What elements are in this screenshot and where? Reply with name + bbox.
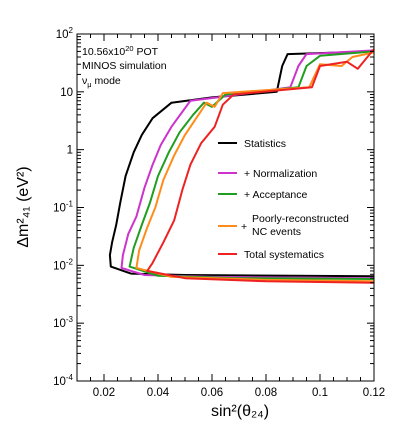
legend-label-acceptance: + Acceptance (244, 189, 307, 201)
y-tick-label: 102 (56, 26, 74, 41)
legend-label-normalization: + Normalization (244, 168, 317, 180)
curves-layer (108, 48, 375, 284)
legend-label-total: Total systematics (244, 249, 324, 261)
x-tick-label: 0.08 (255, 387, 277, 399)
annotation-pot: 10.56x1020 POT (82, 44, 159, 58)
legend: Statistics + Normalization + Acceptance … (218, 138, 349, 261)
y-tick-label: 10-3 (53, 315, 73, 330)
legend-label-nc-plus: + (241, 221, 247, 233)
x-axis-title: sin²(θ₂₄) (211, 403, 269, 420)
legend-label-nc-line2: NC events (252, 226, 301, 238)
y-tick-label: 10-4 (53, 373, 73, 388)
series-line-0 (108, 50, 375, 278)
y-axis-title: Δm²₄₁ (eV²) (15, 166, 32, 247)
legend-label-statistics: Statistics (244, 138, 286, 150)
x-tick-label: 0.04 (147, 387, 170, 399)
x-tick-label: 0.06 (201, 387, 223, 399)
x-tick-label: 0.1 (312, 387, 328, 399)
x-tick-label: 0.02 (93, 387, 115, 399)
y-tick-label: 10-1 (53, 200, 73, 215)
series-line-1 (120, 49, 375, 280)
y-tick-label: 1 (67, 145, 73, 157)
ticks-layer: 0.02 0.04 0.06 0.08 0.1 0.12 10-4 10-3 10-2 10-1 1… (53, 26, 385, 399)
series-line-2 (128, 50, 375, 280)
annotation-mode: νμ mode (82, 75, 121, 89)
y-tick-label: 10 (60, 87, 73, 99)
y-tick-label: 10-2 (53, 257, 73, 272)
annotation-simulation: MINOS simulation (82, 60, 167, 72)
legend-label-nc: Poorly-reconstructed (252, 213, 349, 225)
x-tick-label: 0.12 (363, 387, 385, 399)
series-line-4 (146, 48, 375, 284)
series-line-3 (135, 51, 375, 283)
